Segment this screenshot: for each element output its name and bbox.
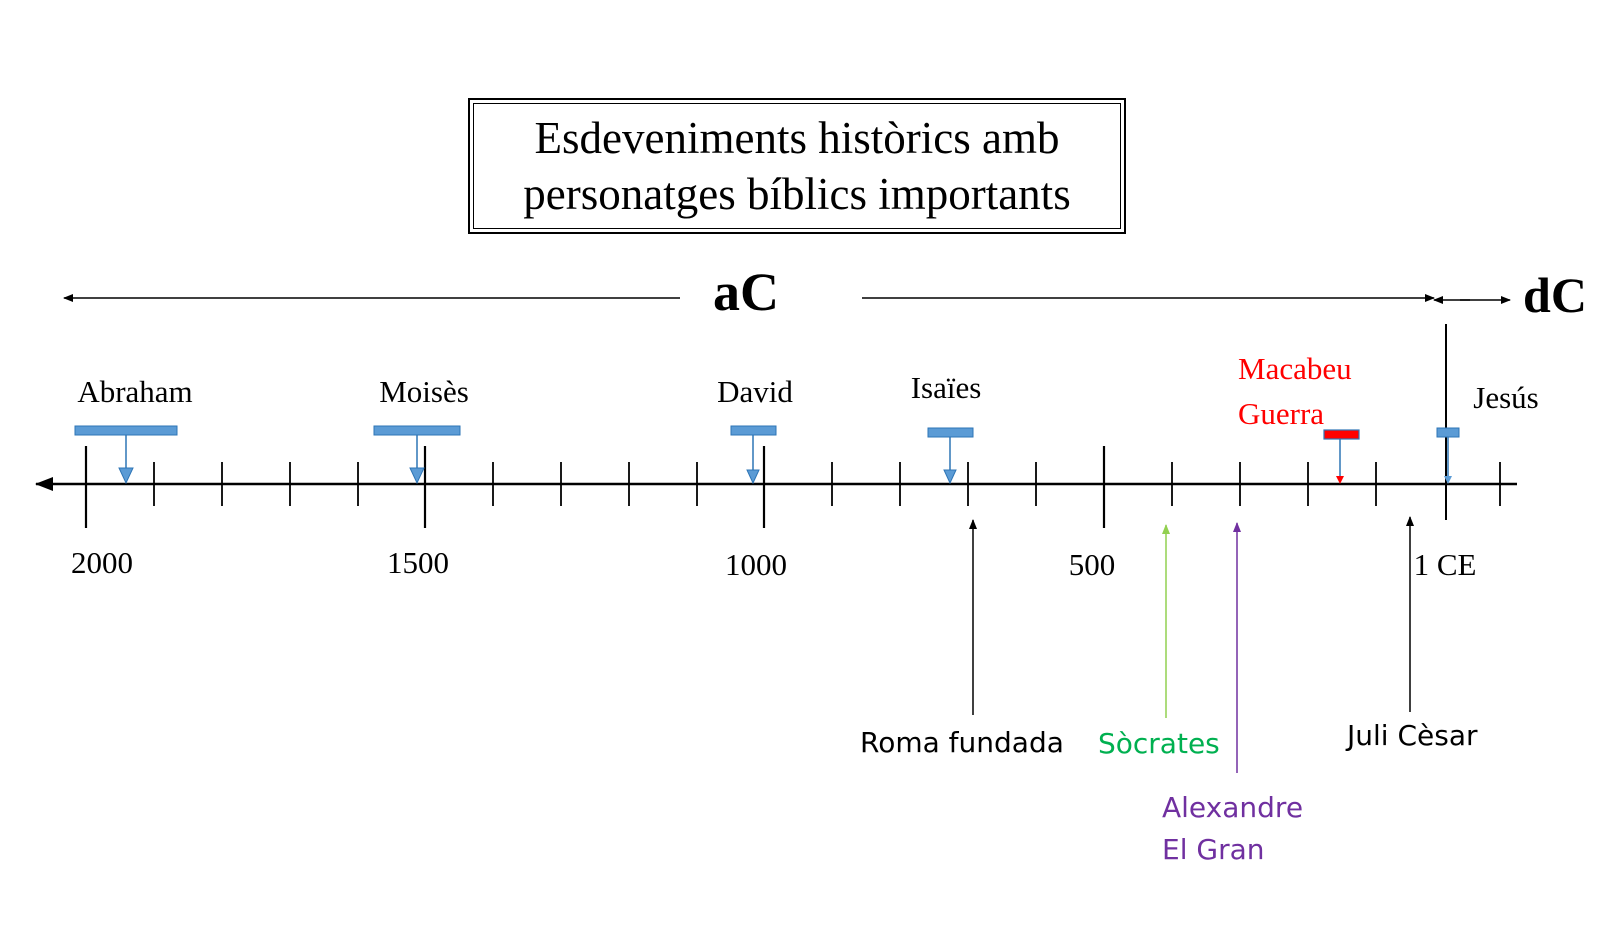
- figure-abraham: Abraham: [74, 374, 193, 485]
- figure-david: David: [717, 374, 793, 485]
- tick-label-1ce: 1 CE: [1414, 547, 1477, 582]
- figure-label: Moisès: [379, 374, 469, 409]
- event-rome-founded: Roma fundada: [860, 519, 1064, 759]
- figure-label-line1: Macabeu: [1238, 351, 1352, 386]
- event-label: Juli Cèsar: [1345, 719, 1478, 752]
- title-line-2: personatges bíblics importants: [523, 169, 1071, 219]
- title-line-1: Esdeveniments històrics amb: [534, 113, 1060, 163]
- bce-label: aC: [713, 262, 779, 322]
- tick-label-1000: 1000: [725, 547, 787, 582]
- tick-label-1500: 1500: [387, 545, 449, 580]
- figure-label: Abraham: [77, 374, 192, 409]
- figure-moses: Moisès: [373, 374, 469, 485]
- event-julius-caesar: Juli Cèsar: [1345, 516, 1478, 752]
- lifespan-bar: [1323, 429, 1360, 440]
- lifespan-bar: [927, 427, 974, 438]
- pointer-arrowhead: [1444, 476, 1452, 484]
- lifespan-bar: [74, 425, 178, 436]
- title-inner-border: Esdeveniments històrics amb personatges …: [473, 103, 1121, 229]
- pointer-arrowhead: [118, 467, 134, 485]
- tick-label-500: 500: [1069, 547, 1116, 582]
- lifespan-bar: [730, 425, 777, 436]
- figure-maccabee-war: Macabeu Guerra: [1238, 351, 1360, 484]
- event-label: Sòcrates: [1098, 727, 1220, 760]
- figure-label: Isaïes: [911, 370, 982, 405]
- lifespan-bar: [373, 425, 461, 436]
- figure-isaiah: Isaïes: [911, 370, 982, 485]
- event-socrates: Sòcrates: [1098, 524, 1220, 760]
- ce-label: dC: [1523, 267, 1587, 323]
- minor-ticks: [153, 462, 1501, 506]
- lifespan-bar: [1436, 427, 1460, 438]
- figure-label-line2: Guerra: [1238, 396, 1324, 431]
- pointer-arrowhead: [1336, 476, 1344, 484]
- major-ticks: [84, 446, 1106, 528]
- pointer-arrowhead: [746, 469, 760, 485]
- tick-label-2000: 2000: [71, 545, 133, 580]
- figure-label: David: [717, 374, 793, 409]
- title-box: Esdeveniments històrics amb personatges …: [468, 98, 1126, 234]
- figure-label: Jesús: [1473, 380, 1538, 415]
- event-alexander-the-great: Alexandre El Gran: [1162, 522, 1303, 866]
- pointer-arrowhead: [943, 469, 957, 485]
- figure-jesus: Jesús: [1436, 380, 1539, 484]
- event-label: Roma fundada: [860, 726, 1064, 759]
- event-label-line1: Alexandre: [1162, 791, 1303, 824]
- pointer-arrowhead: [409, 467, 425, 485]
- event-label-line2: El Gran: [1162, 833, 1264, 866]
